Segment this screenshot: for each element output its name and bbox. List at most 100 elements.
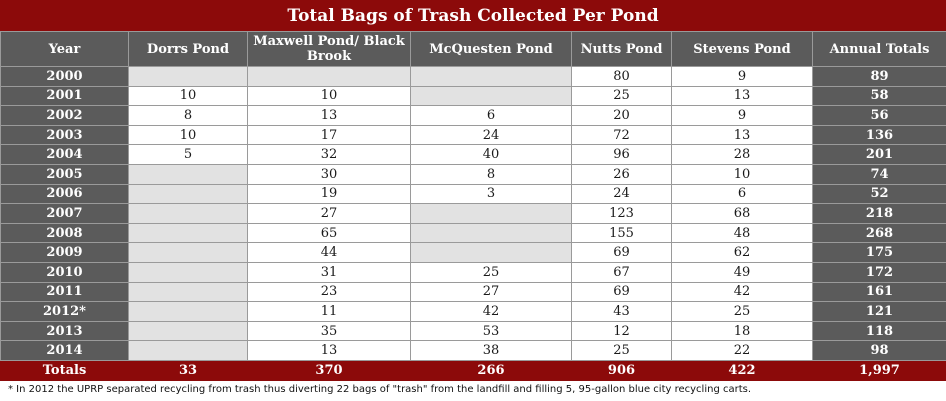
cell-nutts-pond: 96 (571, 144, 672, 165)
table-row: 2014 13 38 25 22 98 (0, 340, 946, 361)
cell-maxwell-pond: 30 (247, 163, 411, 185)
cell-stevens-pond: 13 (671, 85, 813, 107)
cell-nutts-pond: 12 (571, 320, 672, 342)
cell-stevens-pond: 22 (671, 340, 813, 361)
total-grand: 1,997 (812, 359, 946, 381)
cell-annual-total: 121 (812, 301, 946, 322)
table-body: 2000 80 9 89 2001 10 10 25 13 58 2002 8 13 6 20 9 56 2003… (0, 66, 946, 361)
column-header-nutts-pond: Nutts Pond (571, 31, 672, 67)
cell-annual-total: 56 (812, 105, 946, 126)
total-dorrs-pond: 33 (128, 359, 248, 381)
cell-nutts-pond: 80 (571, 66, 672, 87)
footnote: * In 2012 the UPRP separated recycling f… (8, 384, 752, 395)
cell-mcquesten-pond (410, 203, 572, 224)
cell-dorrs-pond (128, 281, 248, 303)
cell-maxwell-pond: 17 (247, 124, 411, 146)
cell-annual-total: 218 (812, 203, 946, 224)
cell-dorrs-pond (128, 261, 248, 283)
cell-mcquesten-pond: 25 (410, 261, 572, 283)
cell-mcquesten-pond (410, 66, 572, 87)
cell-maxwell-pond: 32 (247, 144, 411, 165)
cell-nutts-pond: 43 (571, 301, 672, 322)
cell-dorrs-pond (128, 222, 248, 244)
header-row: Year Dorrs Pond Maxwell Pond/ Black Broo… (0, 31, 946, 67)
cell-maxwell-pond: 65 (247, 222, 411, 244)
cell-dorrs-pond: 10 (128, 124, 248, 146)
total-stevens-pond: 422 (671, 359, 813, 381)
cell-maxwell-pond: 19 (247, 183, 411, 205)
column-header-maxwell-pond: Maxwell Pond/ Black Brook (247, 31, 411, 67)
cell-annual-total: 98 (812, 340, 946, 361)
cell-dorrs-pond: 5 (128, 144, 248, 165)
cell-stevens-pond: 9 (671, 105, 813, 126)
cell-year: 2010 (0, 261, 129, 283)
cell-stevens-pond: 28 (671, 144, 813, 165)
cell-stevens-pond: 10 (671, 163, 813, 185)
cell-annual-total: 161 (812, 281, 946, 303)
cell-mcquesten-pond (410, 242, 572, 263)
cell-nutts-pond: 20 (571, 105, 672, 126)
cell-nutts-pond: 123 (571, 203, 672, 224)
cell-stevens-pond: 18 (671, 320, 813, 342)
column-header-year: Year (0, 31, 129, 67)
table-row: 2003 10 17 24 72 13 136 (0, 124, 946, 146)
table-row: 2012* 11 42 43 25 121 (0, 301, 946, 322)
table-row: 2009 44 69 62 175 (0, 242, 946, 263)
cell-mcquesten-pond: 8 (410, 163, 572, 185)
table-title: Total Bags of Trash Collected Per Pond (0, 0, 946, 31)
cell-dorrs-pond: 8 (128, 105, 248, 126)
cell-nutts-pond: 24 (571, 183, 672, 205)
cell-annual-total: 74 (812, 163, 946, 185)
cell-stevens-pond: 25 (671, 301, 813, 322)
cell-annual-total: 175 (812, 242, 946, 263)
column-header-stevens-pond: Stevens Pond (671, 31, 813, 67)
table-row: 2000 80 9 89 (0, 66, 946, 87)
cell-maxwell-pond: 13 (247, 105, 411, 126)
cell-stevens-pond: 68 (671, 203, 813, 224)
table-row: 2008 65 155 48 268 (0, 222, 946, 244)
total-nutts-pond: 906 (571, 359, 672, 381)
cell-dorrs-pond (128, 242, 248, 263)
cell-mcquesten-pond: 24 (410, 124, 572, 146)
cell-annual-total: 172 (812, 261, 946, 283)
cell-annual-total: 58 (812, 85, 946, 107)
cell-mcquesten-pond: 42 (410, 301, 572, 322)
totals-row: Totals 33 370 266 906 422 1,997 (0, 359, 946, 381)
cell-stevens-pond: 9 (671, 66, 813, 87)
cell-maxwell-pond: 35 (247, 320, 411, 342)
cell-mcquesten-pond: 38 (410, 340, 572, 361)
totals-label: Totals (0, 359, 129, 381)
cell-stevens-pond: 48 (671, 222, 813, 244)
cell-maxwell-pond (247, 66, 411, 87)
cell-nutts-pond: 155 (571, 222, 672, 244)
cell-maxwell-pond: 31 (247, 261, 411, 283)
cell-nutts-pond: 69 (571, 281, 672, 303)
cell-dorrs-pond (128, 320, 248, 342)
cell-year: 2009 (0, 242, 129, 263)
cell-nutts-pond: 25 (571, 340, 672, 361)
table-row: 2006 19 3 24 6 52 (0, 183, 946, 205)
cell-nutts-pond: 25 (571, 85, 672, 107)
cell-year: 2002 (0, 105, 129, 126)
cell-year: 2013 (0, 320, 129, 342)
cell-nutts-pond: 72 (571, 124, 672, 146)
cell-maxwell-pond: 11 (247, 301, 411, 322)
table-row: 2011 23 27 69 42 161 (0, 281, 946, 303)
cell-dorrs-pond (128, 340, 248, 361)
cell-year: 2006 (0, 183, 129, 205)
cell-annual-total: 89 (812, 66, 946, 87)
trash-table: Year Dorrs Pond Maxwell Pond/ Black Broo… (0, 31, 946, 381)
cell-year: 2001 (0, 85, 129, 107)
cell-nutts-pond: 26 (571, 163, 672, 185)
cell-year: 2014 (0, 340, 129, 361)
cell-mcquesten-pond (410, 222, 572, 244)
cell-mcquesten-pond: 27 (410, 281, 572, 303)
cell-stevens-pond: 13 (671, 124, 813, 146)
table-row: 2004 5 32 40 96 28 201 (0, 144, 946, 165)
cell-year: 2012* (0, 301, 129, 322)
table-row: 2005 30 8 26 10 74 (0, 163, 946, 185)
cell-year: 2005 (0, 163, 129, 185)
cell-year: 2000 (0, 66, 129, 87)
cell-stevens-pond: 62 (671, 242, 813, 263)
cell-mcquesten-pond: 53 (410, 320, 572, 342)
